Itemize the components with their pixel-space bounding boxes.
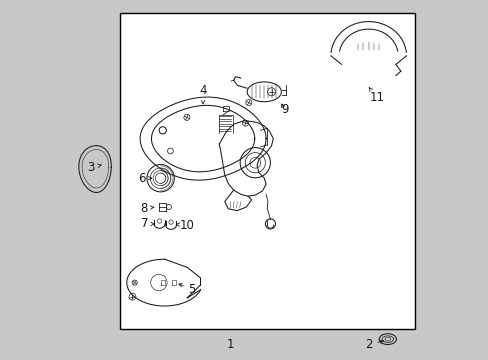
Text: 11: 11 xyxy=(368,88,384,104)
Text: 5: 5 xyxy=(179,283,196,296)
FancyBboxPatch shape xyxy=(120,13,415,329)
Text: 6: 6 xyxy=(138,172,151,185)
Text: 4: 4 xyxy=(199,84,206,104)
Text: 7: 7 xyxy=(141,217,154,230)
Text: 1: 1 xyxy=(226,338,233,351)
Text: 10: 10 xyxy=(176,219,194,231)
Text: 9: 9 xyxy=(281,103,288,116)
Text: 8: 8 xyxy=(141,202,154,215)
Text: 3: 3 xyxy=(87,161,101,174)
Text: 2: 2 xyxy=(364,338,383,351)
